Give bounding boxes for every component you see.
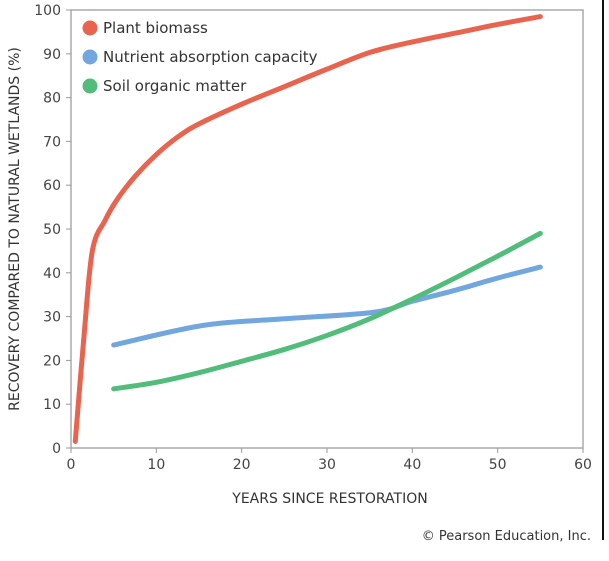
y-tick-label: 50 [43,222,61,238]
x-tick-label: 10 [147,457,165,473]
legend: Plant biomass Nutrient absorption capacit… [82,19,318,95]
legend-label-nutrient-absorption-capacity: Nutrient absorption capacity [103,48,318,66]
legend-label-plant-biomass: Plant biomass [103,19,208,37]
x-axis-label: YEARS SINCE RESTORATION [231,491,427,507]
y-tick-label: 100 [34,3,61,19]
x-tick-label: 30 [318,457,336,473]
series-line-soil-organic-matter [111,230,543,392]
x-tick-label: 20 [233,457,251,473]
y-axis-label: RECOVERY COMPARED TO NATURAL WETLANDS (%… [7,47,23,411]
x-tick-label: 0 [67,457,76,473]
y-tick-label: 20 [43,353,61,369]
series-line-plant-biomass [72,14,543,444]
legend-marker-nutrient-absorption-capacity [82,49,98,65]
y-tick-label: 30 [43,310,61,326]
y-tick-label: 10 [43,397,61,413]
legend-marker-plant-biomass [82,20,98,36]
copyright-text: © Pearson Education, Inc. [421,529,591,544]
x-tick-label: 40 [403,457,421,473]
legend-label-soil-organic-matter: Soil organic matter [103,77,247,95]
y-tick-label: 80 [43,91,61,107]
y-tick-label: 70 [43,134,61,150]
y-tick-label: 60 [43,178,61,194]
y-tick-label: 90 [43,47,61,63]
x-tick-label: 60 [574,457,592,473]
x-tick-label: 50 [489,457,507,473]
y-tick-label: 0 [52,441,61,457]
window-edge [602,0,604,540]
legend-marker-soil-organic-matter [82,78,98,94]
y-tick-label: 40 [43,266,61,282]
